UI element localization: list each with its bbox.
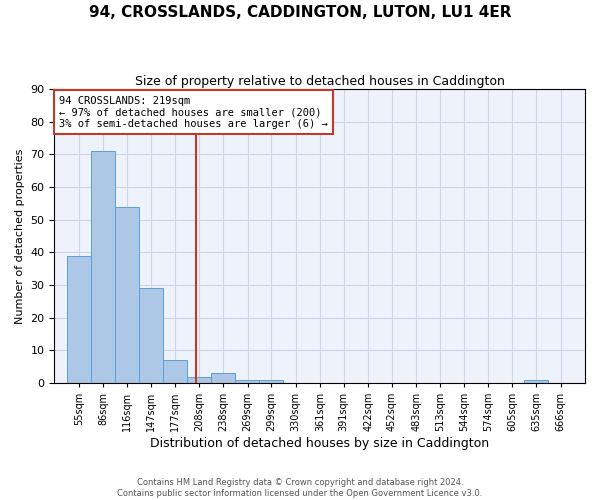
Bar bbox=[235, 380, 260, 383]
Bar bbox=[163, 360, 187, 383]
Bar bbox=[187, 376, 212, 383]
X-axis label: Distribution of detached houses by size in Caddington: Distribution of detached houses by size … bbox=[150, 437, 489, 450]
Title: Size of property relative to detached houses in Caddington: Size of property relative to detached ho… bbox=[135, 75, 505, 88]
Y-axis label: Number of detached properties: Number of detached properties bbox=[15, 148, 25, 324]
Bar bbox=[524, 380, 548, 383]
Bar bbox=[115, 206, 139, 383]
Bar bbox=[259, 380, 283, 383]
Text: 94 CROSSLANDS: 219sqm
← 97% of detached houses are smaller (200)
3% of semi-deta: 94 CROSSLANDS: 219sqm ← 97% of detached … bbox=[59, 96, 328, 129]
Text: Contains HM Land Registry data © Crown copyright and database right 2024.
Contai: Contains HM Land Registry data © Crown c… bbox=[118, 478, 482, 498]
Bar bbox=[67, 256, 91, 383]
Bar bbox=[91, 151, 115, 383]
Bar bbox=[139, 288, 163, 383]
Text: 94, CROSSLANDS, CADDINGTON, LUTON, LU1 4ER: 94, CROSSLANDS, CADDINGTON, LUTON, LU1 4… bbox=[89, 5, 511, 20]
Bar bbox=[211, 373, 235, 383]
